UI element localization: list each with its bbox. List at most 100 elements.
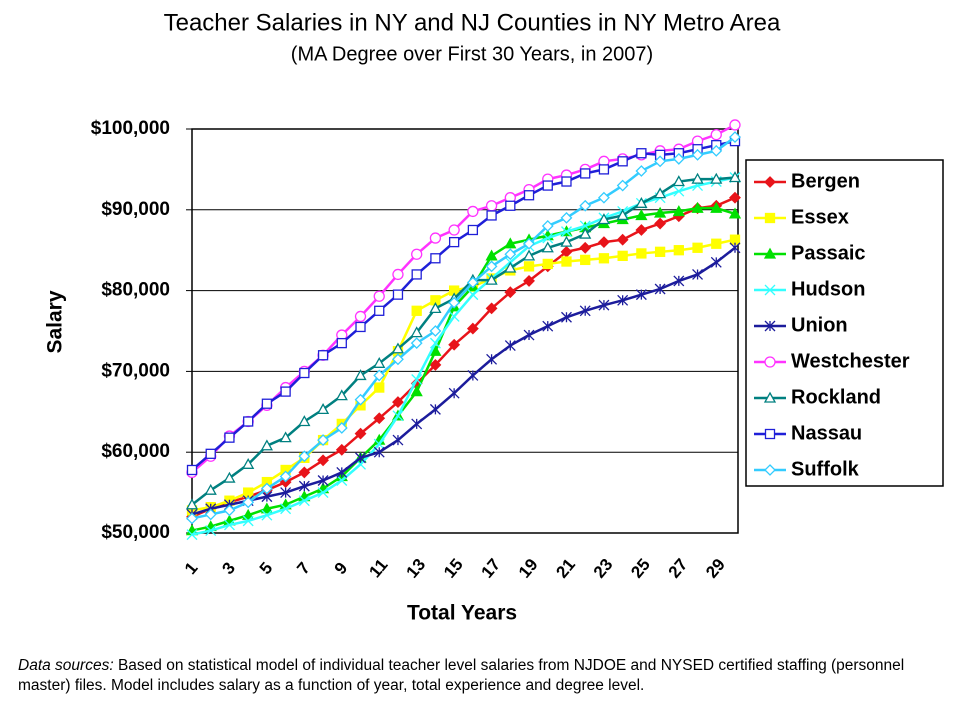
legend-label: Westchester bbox=[791, 350, 910, 372]
marker bbox=[242, 496, 255, 509]
x-axis-label: Total Years bbox=[407, 602, 517, 625]
marker bbox=[317, 434, 329, 446]
footnote-text: Based on statistical model of individual… bbox=[18, 657, 905, 694]
marker bbox=[764, 212, 776, 224]
marker bbox=[392, 410, 404, 422]
marker bbox=[673, 245, 684, 256]
marker bbox=[410, 326, 423, 338]
marker bbox=[429, 337, 441, 349]
marker bbox=[448, 296, 461, 309]
marker bbox=[729, 119, 741, 131]
marker bbox=[672, 175, 685, 187]
marker bbox=[728, 207, 742, 219]
marker bbox=[448, 338, 461, 351]
marker bbox=[636, 148, 647, 159]
marker bbox=[224, 432, 235, 443]
marker bbox=[597, 213, 611, 225]
marker bbox=[635, 224, 648, 236]
marker bbox=[763, 391, 777, 403]
marker bbox=[579, 241, 592, 254]
marker bbox=[467, 224, 479, 236]
marker bbox=[579, 305, 591, 317]
marker bbox=[764, 320, 776, 332]
marker bbox=[635, 196, 648, 208]
marker bbox=[336, 337, 347, 349]
marker bbox=[598, 299, 610, 311]
marker bbox=[205, 448, 216, 459]
marker bbox=[523, 274, 535, 287]
marker bbox=[298, 450, 311, 463]
marker bbox=[391, 342, 405, 354]
marker bbox=[260, 502, 274, 514]
marker bbox=[316, 403, 330, 415]
marker bbox=[635, 165, 648, 177]
marker bbox=[598, 236, 610, 249]
marker bbox=[763, 247, 777, 259]
marker bbox=[542, 258, 553, 270]
marker bbox=[411, 305, 422, 316]
x-tick-label: 21 bbox=[552, 555, 579, 582]
marker bbox=[729, 242, 741, 254]
marker bbox=[541, 241, 554, 253]
marker bbox=[298, 466, 311, 479]
marker bbox=[729, 191, 741, 204]
marker bbox=[430, 253, 441, 264]
marker bbox=[429, 325, 442, 337]
x-tick-label: 3 bbox=[218, 559, 239, 578]
marker bbox=[410, 385, 423, 397]
marker bbox=[485, 249, 498, 261]
marker bbox=[355, 452, 366, 464]
marker bbox=[243, 416, 254, 427]
marker bbox=[541, 220, 554, 232]
marker bbox=[579, 199, 592, 212]
marker bbox=[242, 508, 255, 520]
marker bbox=[186, 464, 198, 476]
marker bbox=[673, 185, 685, 197]
marker bbox=[504, 286, 517, 299]
legend-label: Union bbox=[791, 314, 848, 336]
marker bbox=[542, 320, 554, 332]
x-tick-label: 13 bbox=[403, 555, 430, 582]
marker bbox=[242, 515, 254, 527]
marker bbox=[411, 269, 422, 280]
marker bbox=[467, 289, 479, 301]
marker bbox=[653, 187, 667, 199]
marker bbox=[672, 205, 685, 217]
x-tick-label: 7 bbox=[293, 559, 314, 578]
marker bbox=[710, 144, 723, 157]
marker bbox=[411, 374, 423, 385]
series-line bbox=[191, 246, 736, 516]
marker bbox=[374, 305, 385, 316]
marker bbox=[764, 356, 776, 368]
marker bbox=[692, 242, 703, 253]
marker bbox=[392, 289, 404, 300]
legend-label: Passaic bbox=[791, 242, 866, 264]
marker bbox=[298, 495, 310, 507]
marker bbox=[561, 226, 572, 238]
marker bbox=[542, 232, 554, 244]
marker bbox=[392, 268, 404, 281]
y-axis-label: Salary bbox=[44, 290, 67, 353]
marker bbox=[598, 253, 610, 264]
marker bbox=[561, 176, 572, 187]
marker bbox=[223, 504, 236, 517]
marker bbox=[354, 310, 367, 323]
plot-border bbox=[191, 128, 739, 534]
marker bbox=[185, 498, 199, 510]
marker bbox=[223, 519, 235, 531]
plot-area bbox=[192, 129, 738, 533]
y-tick-label: $60,000 bbox=[101, 441, 170, 462]
marker bbox=[542, 180, 553, 191]
y-tick-label: $70,000 bbox=[101, 360, 170, 381]
marker bbox=[560, 211, 573, 224]
marker bbox=[354, 427, 367, 440]
marker bbox=[692, 268, 704, 280]
marker bbox=[354, 393, 367, 406]
marker bbox=[298, 415, 311, 427]
marker bbox=[523, 329, 535, 341]
marker bbox=[729, 131, 741, 143]
x-tick-label: 29 bbox=[702, 555, 729, 582]
marker bbox=[504, 340, 516, 352]
